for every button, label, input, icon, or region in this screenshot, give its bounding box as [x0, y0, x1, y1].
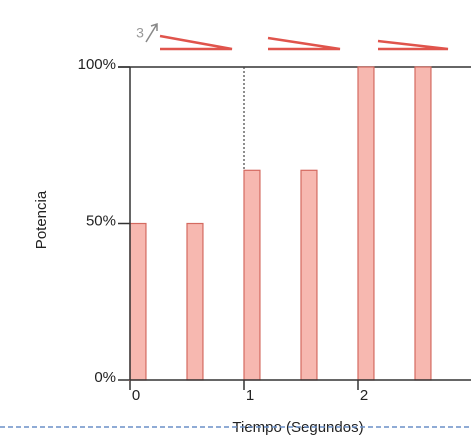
bar: [415, 67, 431, 380]
bar: [358, 67, 374, 380]
bar: [301, 170, 317, 380]
chart: 3 Potencia Tiempo (Segundos) 0%50%100%01…: [0, 0, 471, 437]
hairpin: [378, 41, 448, 49]
x-tick-label: 0: [132, 387, 140, 404]
y-tick-label: 50%: [86, 212, 116, 229]
x-tick-label: 1: [246, 387, 254, 404]
y-tick-label: 0%: [94, 369, 116, 386]
bar: [130, 224, 146, 381]
bar: [187, 224, 203, 381]
arrow: [146, 24, 157, 42]
y-axis-label: Potencia: [33, 190, 50, 249]
hairpin: [160, 36, 232, 49]
annotation: 3: [136, 25, 144, 41]
x-tick-label: 2: [360, 387, 368, 404]
dynamics-marks: [146, 24, 448, 49]
hairpin: [268, 38, 340, 49]
y-tick-label: 100%: [78, 56, 116, 73]
bar: [244, 170, 260, 380]
